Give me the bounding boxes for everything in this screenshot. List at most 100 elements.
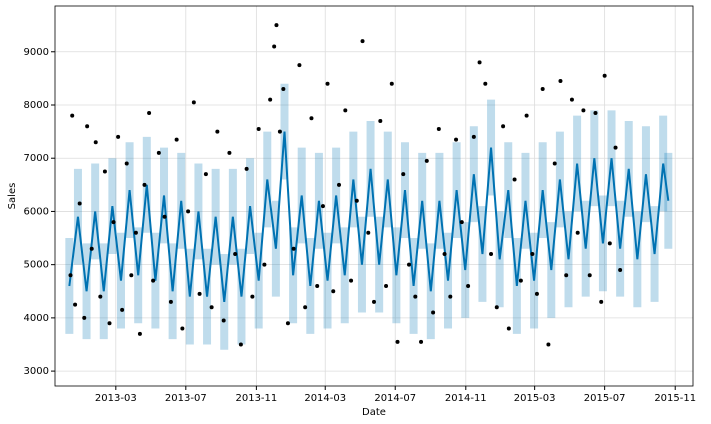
observed-point [85,124,90,129]
observed-point [82,315,87,320]
observed-point [569,97,574,102]
observed-point [137,331,142,336]
observed-point [129,273,134,278]
observed-point [120,307,125,312]
observed-point [501,124,506,129]
observed-point [93,140,98,145]
observed-point [419,339,424,344]
observed-point [506,326,511,331]
x-tick-label: 2015-11 [654,393,696,404]
observed-point [281,87,286,92]
observed-point [431,310,436,315]
observed-point [395,339,400,344]
observed-point [466,283,471,288]
observed-point [378,118,383,123]
observed-point [89,246,94,251]
x-axis-label: Date [362,407,386,418]
observed-point [564,273,569,278]
observed-point [607,241,612,246]
observed-point [354,198,359,203]
observed-point [262,262,267,267]
observed-point [337,182,342,187]
observed-point [581,108,586,113]
observed-point [459,220,464,225]
observed-point [413,294,418,299]
observed-point [162,214,167,219]
y-tick-label: 3000 [24,366,49,377]
observed-point [325,81,330,86]
observed-point [558,79,563,84]
observed-point [277,129,282,134]
observed-point [593,110,598,115]
observed-point [309,116,314,121]
observed-point [587,273,592,278]
observed-point [599,299,604,304]
observed-point [602,73,607,78]
x-tick-label: 2014-03 [304,393,346,404]
observed-point [233,252,238,257]
forecast-line [68,131,670,303]
y-tick-label: 5000 [24,260,49,271]
observed-point [133,230,138,235]
observed-point [401,172,406,177]
observed-point [518,278,523,283]
observed-point [546,342,551,347]
observed-point [256,126,261,131]
observed-point [540,87,545,92]
observed-point [156,150,161,155]
observed-point [68,273,73,278]
y-axis-label: Sales [7,183,18,210]
observed-point [180,326,185,331]
observed-point [454,137,459,142]
observed-point [349,278,354,283]
x-tick-label: 2013-03 [95,393,137,404]
observed-point [186,209,191,214]
grid [55,6,693,386]
observed-point [244,166,249,171]
observed-point [483,81,488,86]
observed-point [524,113,529,118]
observed-point [360,39,365,44]
observed-point [124,161,129,166]
observed-point [191,100,196,105]
observed-point [221,318,226,323]
observed-point [147,110,152,115]
observed-point [343,108,348,113]
observed-point [197,291,202,296]
x-tick-label: 2014-11 [445,393,487,404]
observed-point [372,299,376,304]
observed-point [274,23,279,28]
observed-point [575,230,580,235]
observed-point [250,294,255,299]
plot-area [65,23,673,350]
observed-point [315,283,320,288]
observed-point [102,169,107,174]
observed-point [73,302,78,307]
observed-point [291,246,296,251]
observed-point [320,204,325,209]
observed-point [489,252,494,257]
y-tick-label: 8000 [24,100,49,111]
observed-point [77,201,82,206]
observed-point [471,134,476,139]
x-tick-label: 2014-07 [374,393,416,404]
x-tick-label: 2015-07 [584,393,626,404]
observed-point [215,129,220,134]
observed-point [384,283,389,288]
observed-point [272,44,277,49]
observed-point [303,305,308,310]
observed-point [530,252,535,257]
ticks: 3000 4000 5000 6000 7000 8000 9000 2013-03 2013-… [24,47,697,404]
observed-point [168,299,173,304]
observed-point [366,230,371,235]
y-tick-label: 7000 [24,153,49,164]
observed-point [98,294,103,299]
observed-point [174,137,179,142]
observed-point [494,305,499,310]
observed-point [116,134,121,139]
x-tick-label: 2013-11 [235,393,277,404]
axes-frame [54,5,694,387]
observed-point [142,182,147,187]
